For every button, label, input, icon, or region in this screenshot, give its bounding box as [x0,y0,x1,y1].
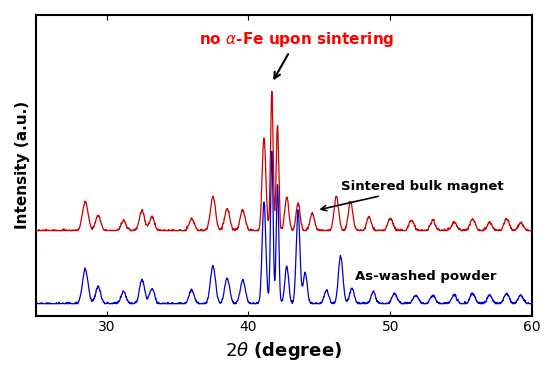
Text: Sintered bulk magnet: Sintered bulk magnet [321,180,503,211]
Text: As-washed powder: As-washed powder [355,270,497,283]
Text: no $\alpha$-Fe upon sintering: no $\alpha$-Fe upon sintering [198,30,394,78]
Y-axis label: Intensity (a.u.): Intensity (a.u.) [15,101,30,229]
X-axis label: $2\theta$ (degree): $2\theta$ (degree) [225,340,342,362]
